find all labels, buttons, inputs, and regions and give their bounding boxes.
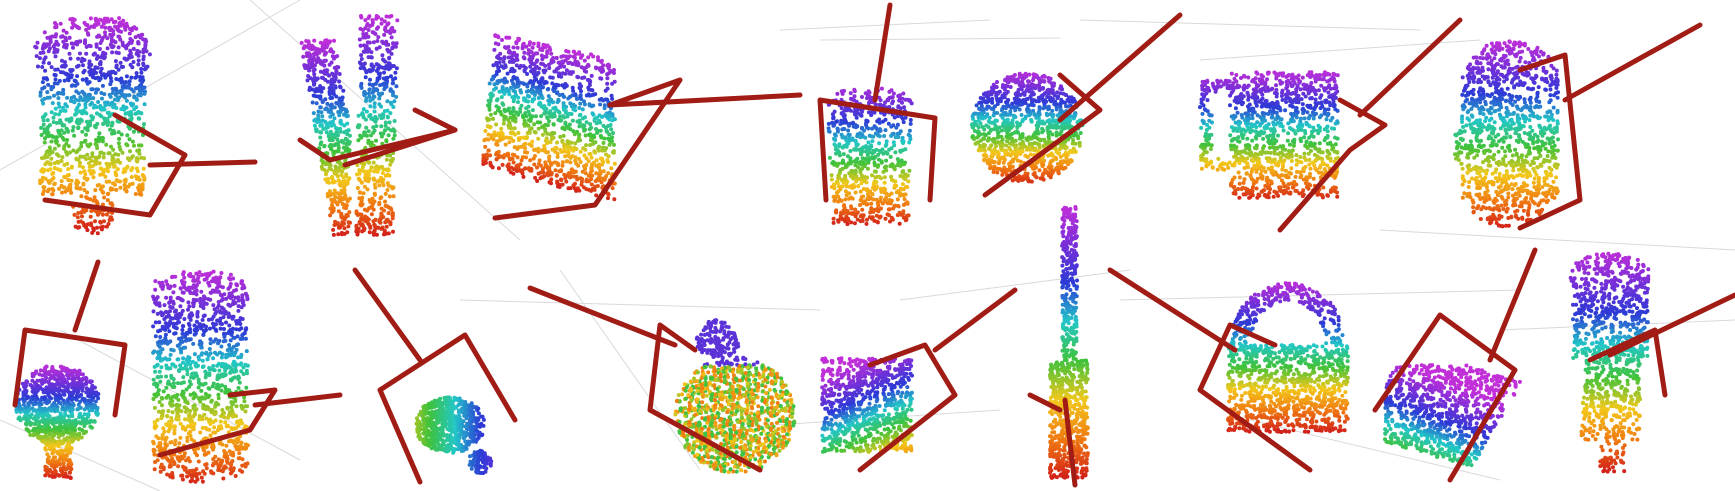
gripper-disk bbox=[982, 12, 1183, 198]
gripper-mug bbox=[1277, 17, 1463, 233]
gripper-jug bbox=[1517, 22, 1703, 231]
pointcloud-block bbox=[1383, 363, 1522, 468]
pointcloud-fork-pair bbox=[299, 14, 400, 237]
gripper-cube bbox=[857, 287, 1018, 473]
pointcloud-padlock bbox=[1226, 281, 1350, 434]
gripper-can-tall bbox=[157, 387, 343, 458]
gripper-block bbox=[1372, 247, 1538, 483]
pointcloud-jug bbox=[1453, 39, 1560, 229]
pointcloud-box-tilted bbox=[481, 33, 617, 202]
gripper-bottle-upright bbox=[42, 112, 258, 218]
gripper-apple bbox=[527, 285, 763, 473]
pointcloud-bottle-slim bbox=[1568, 251, 1651, 474]
gripper-fork-pair bbox=[297, 107, 458, 168]
gripper-bulb bbox=[12, 259, 128, 418]
gripper-box-tilted bbox=[492, 77, 803, 221]
pointcloud-mug-lying bbox=[414, 395, 494, 475]
gripper-cup-short bbox=[817, 2, 938, 203]
pointcloud-screwdriver bbox=[1048, 205, 1090, 480]
pointcloud-cube bbox=[820, 356, 914, 454]
gripper-bottle-slim bbox=[1587, 292, 1735, 398]
pointcloud-mug bbox=[1198, 70, 1340, 200]
gripper-padlock bbox=[1107, 267, 1313, 473]
gripper-screwdriver bbox=[1027, 392, 1078, 488]
gripper-mug-lying bbox=[352, 267, 518, 485]
pointcloud-apple bbox=[673, 318, 797, 474]
pointcloud-bulb bbox=[14, 364, 101, 480]
